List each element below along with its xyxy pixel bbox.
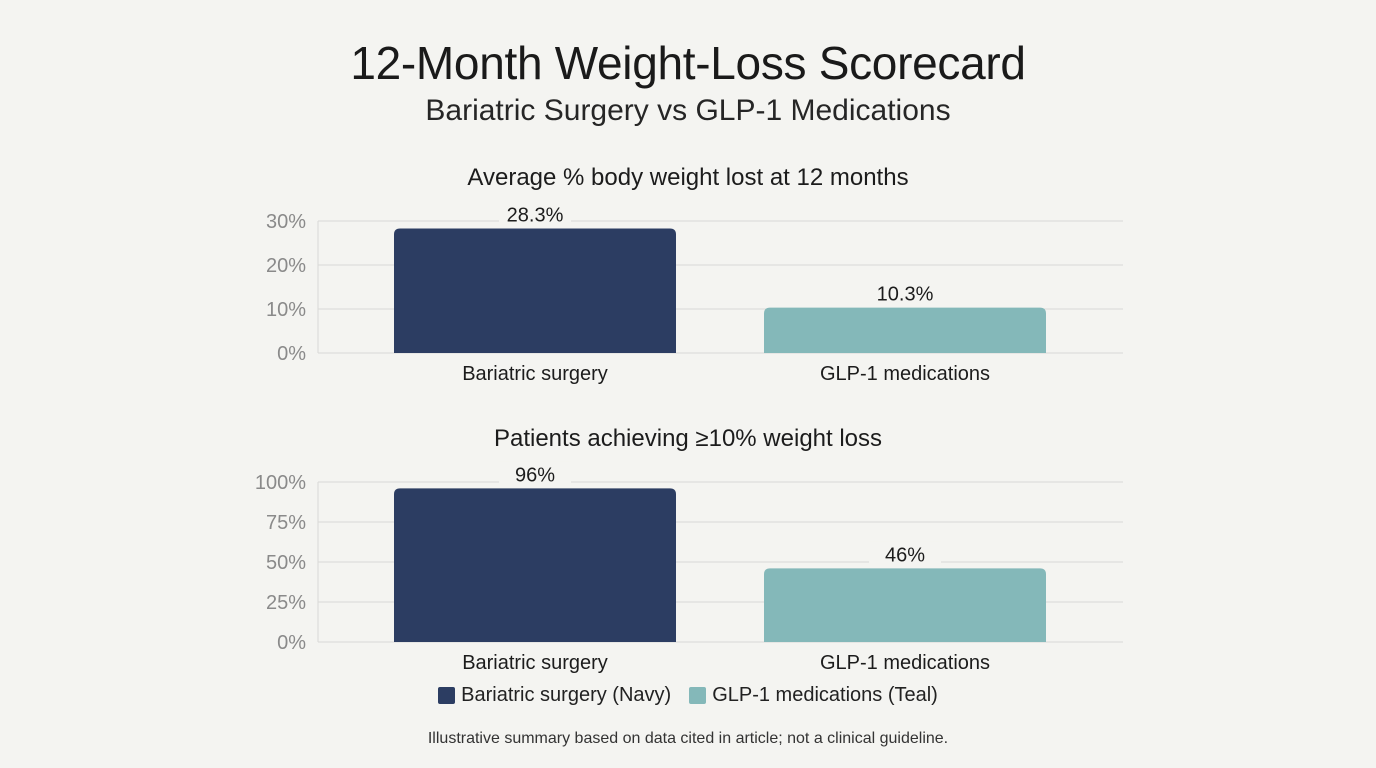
y-tick-label-1-1: 10% — [266, 299, 306, 321]
chart-legend: Bariatric surgery (Navy) GLP-1 medicatio… — [0, 684, 1376, 707]
value-label-bg-2-1 — [869, 541, 941, 568]
y-tick-label-2-4: 100% — [255, 472, 306, 494]
category-label-2-1: GLP-1 medications — [820, 652, 990, 674]
value-label-1-1: 10.3% — [877, 284, 934, 306]
bar-2-bariatric — [394, 488, 676, 642]
page-title: 12-Month Weight-Loss Scorecard — [350, 37, 1026, 89]
value-label-bg-1-1 — [869, 280, 941, 307]
legend-label-bariatric: Bariatric surgery (Navy) — [461, 684, 672, 706]
bar-2-glp1 — [764, 568, 1046, 642]
value-label-1-0: 28.3% — [507, 204, 564, 226]
category-label-1-0: Bariatric surgery — [462, 363, 608, 385]
value-label-bg-1-0 — [499, 201, 571, 228]
footnote: Illustrative summary based on data cited… — [427, 730, 949, 747]
legend-label-glp1: GLP-1 medications (Teal) — [712, 684, 938, 706]
value-label-bg-2-0 — [499, 461, 571, 488]
y-tick-label-1-0: 0% — [277, 343, 306, 365]
bar-1-glp1 — [764, 307, 1046, 353]
y-tick-label-2-2: 50% — [266, 552, 306, 574]
legend-swatch-navy — [438, 687, 456, 704]
y-tick-label-1-3: 30% — [266, 211, 306, 233]
chart-title-2: Patients achieving ≥10% weight loss — [494, 425, 882, 452]
chart-title-1: Average % body weight lost at 12 months — [467, 164, 908, 191]
legend-swatch-teal — [689, 687, 707, 704]
value-label-2-1: 46% — [885, 544, 925, 566]
category-label-1-1: GLP-1 medications — [820, 363, 990, 385]
y-tick-label-1-2: 20% — [266, 255, 306, 277]
y-tick-label-2-3: 75% — [266, 512, 306, 534]
legend-item-glp1: GLP-1 medications (Teal) — [689, 684, 938, 707]
legend-item-bariatric: Bariatric surgery (Navy) — [438, 684, 671, 707]
page-subtitle: Bariatric Surgery vs GLP-1 Medications — [425, 94, 951, 127]
value-label-2-0: 96% — [515, 464, 555, 486]
y-tick-label-2-0: 0% — [277, 632, 306, 654]
category-label-2-0: Bariatric surgery — [462, 652, 608, 674]
bar-1-bariatric — [394, 228, 676, 353]
y-tick-label-2-1: 25% — [266, 592, 306, 614]
